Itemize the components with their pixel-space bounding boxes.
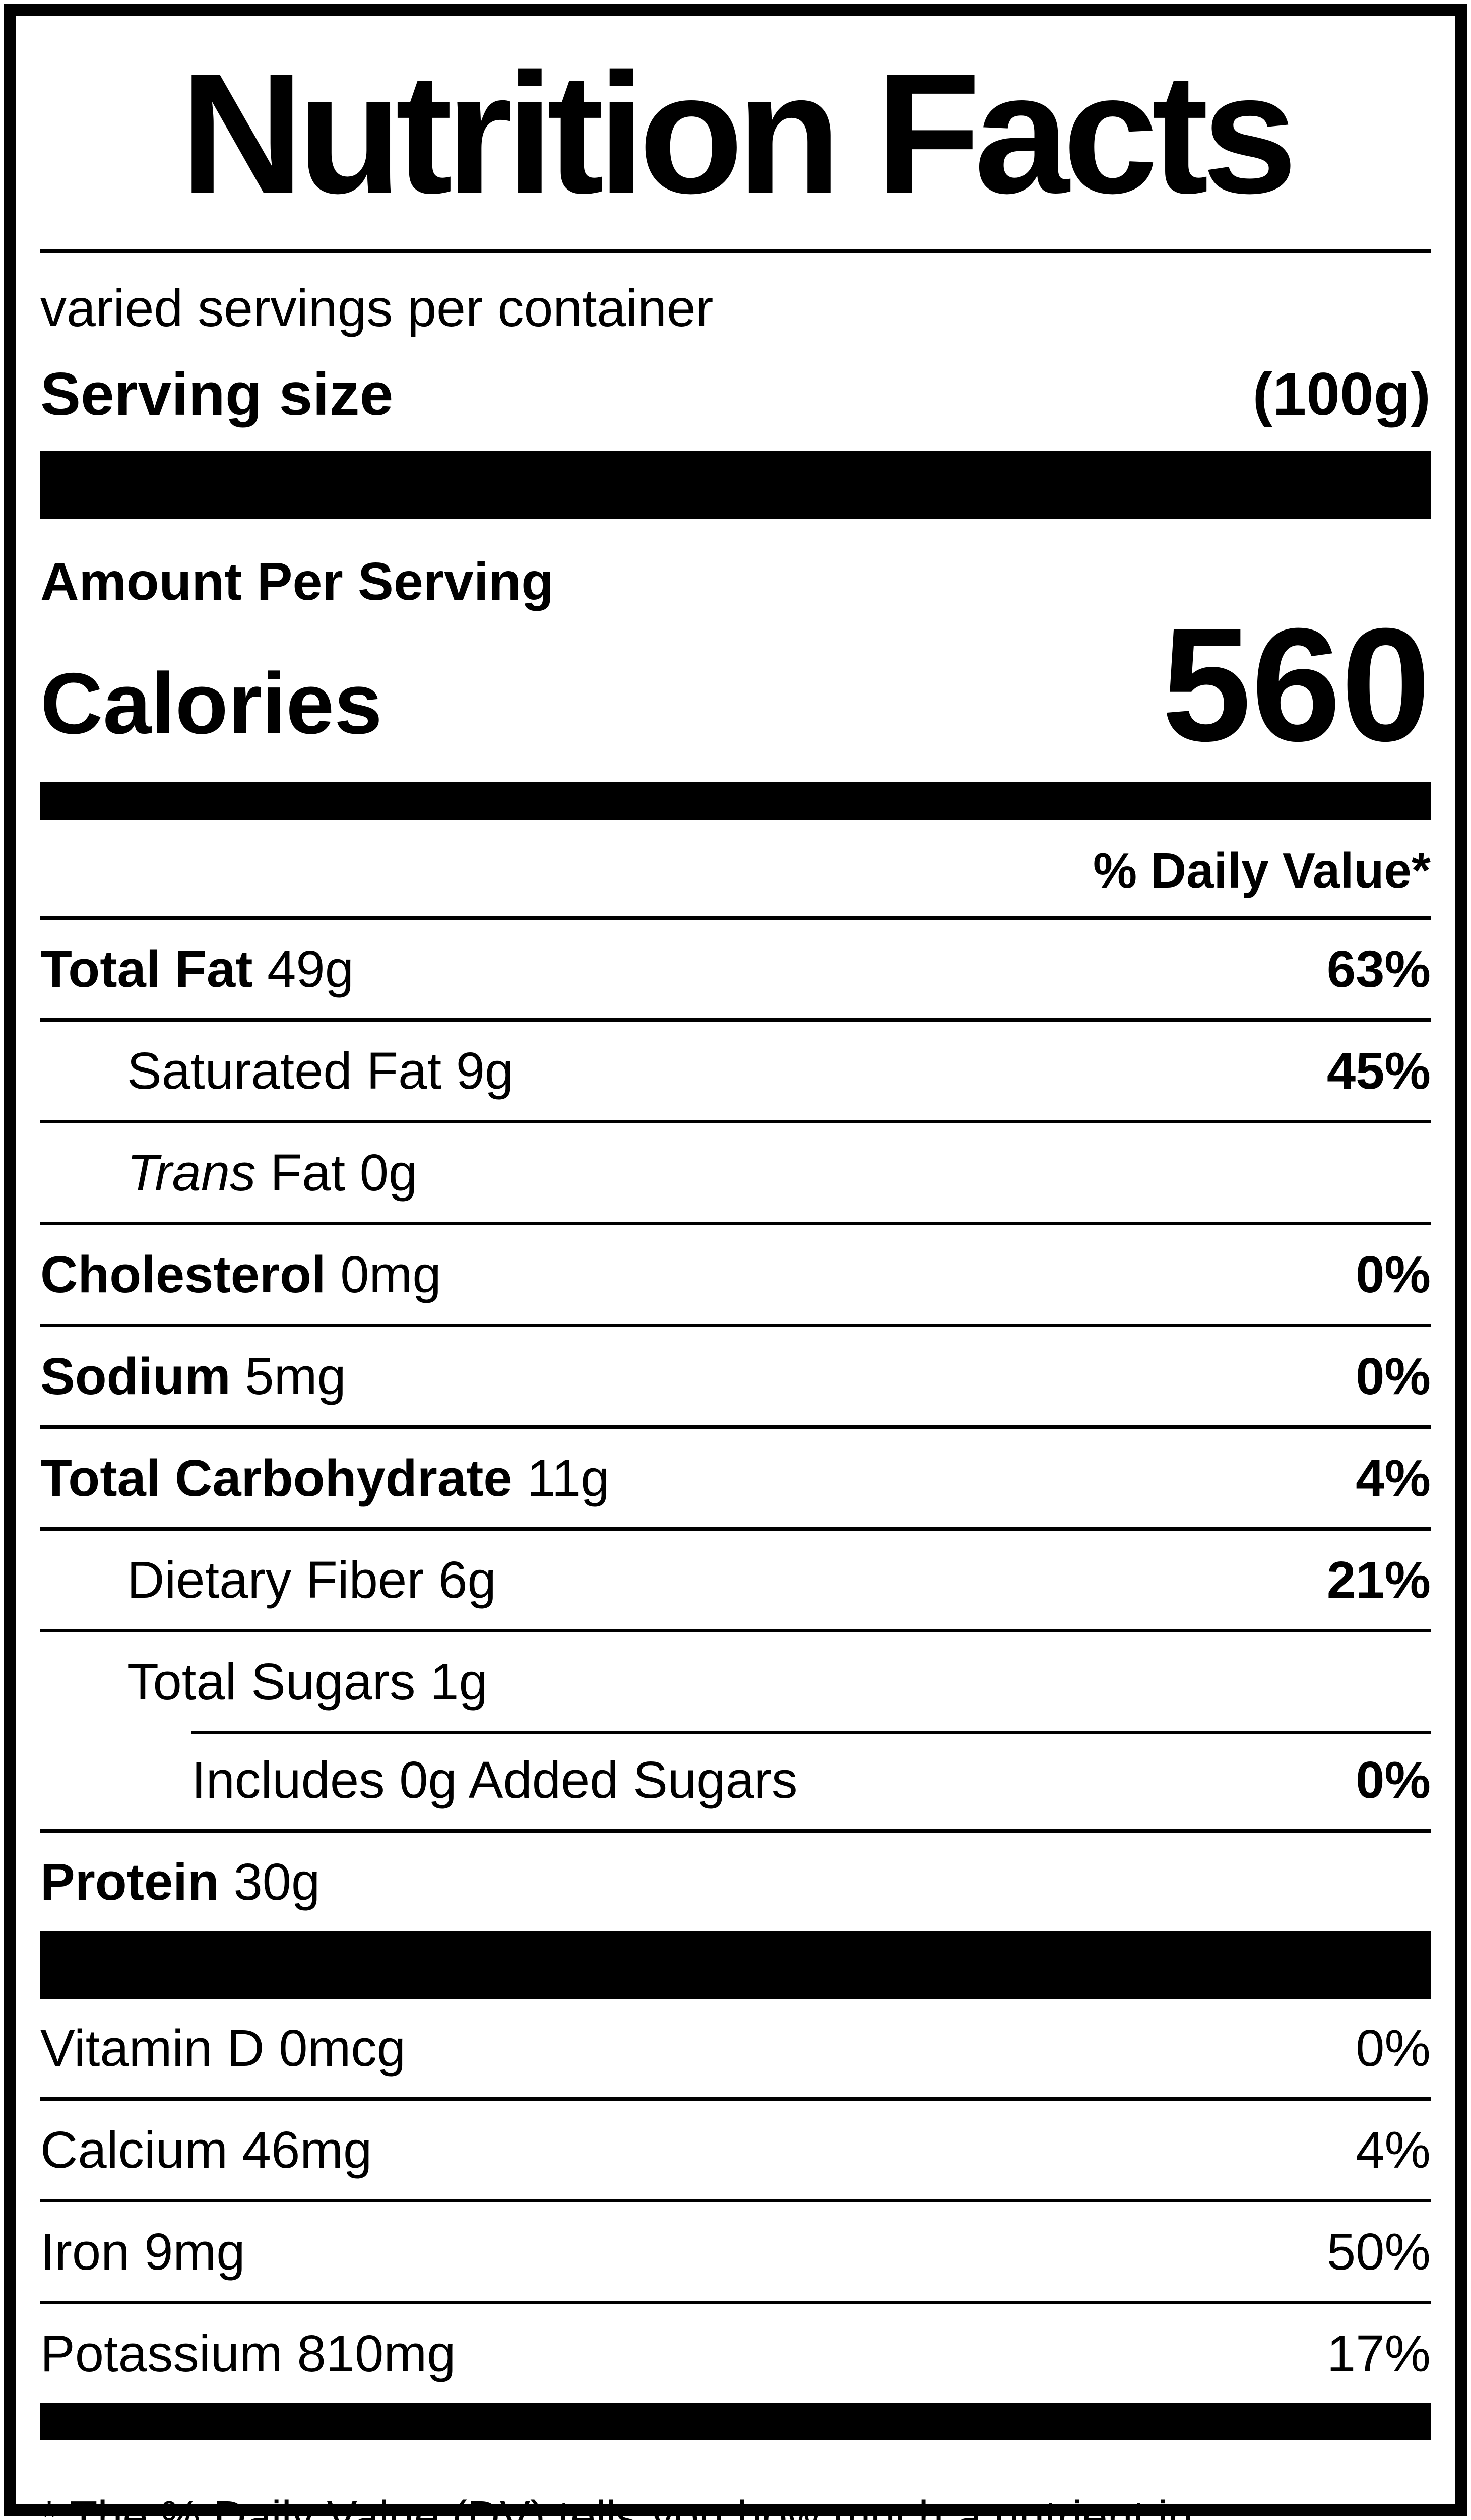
micronutrient-dv: 50% [1326, 2222, 1431, 2281]
micronutrient-dv: 0% [1356, 2019, 1431, 2077]
micronutrient-row-calcium: Calcium 46mg 4% [40, 2097, 1431, 2199]
label-title: Nutrition Facts [180, 38, 1298, 229]
section-bar-medium [40, 782, 1431, 820]
nutrient-row-total-fat: Total Fat 49g 63% [40, 916, 1431, 1018]
servings-per-container: varied servings per container [40, 279, 714, 338]
nutrient-dv: 45% [1326, 1041, 1431, 1100]
nutrient-row-cholesterol: Cholesterol 0mg 0% [40, 1221, 1431, 1324]
nutrient-name: Dietary Fiber [127, 1550, 424, 1609]
nutrient-name: Includes 0g Added Sugars [191, 1750, 798, 1809]
micronutrient-name: Calcium [40, 2120, 228, 2179]
daily-value-footnote: * The % Daily Value (DV) tells you how m… [40, 2488, 1431, 2520]
micronutrient-row-vitamin-d: Vitamin D 0mcg 0% [40, 1999, 1431, 2097]
daily-value-header: % Daily Value* [1093, 842, 1431, 898]
serving-size-value: (100g) [1252, 360, 1431, 428]
footnote-bar [40, 2402, 1431, 2440]
nutrient-name: Sodium [40, 1347, 231, 1405]
nutrient-amount: 49g [267, 939, 354, 998]
title-divider [40, 249, 1431, 254]
nutrient-row-trans-fat: Trans Fat 0g [40, 1119, 1431, 1222]
nutrient-amount: 6g [438, 1550, 496, 1609]
nutrient-name: Protein [40, 1852, 219, 1911]
micronutrient-name: Potassium [40, 2324, 283, 2382]
serving-size-label: Serving size [40, 360, 394, 428]
nutrient-amount: 11g [527, 1448, 610, 1507]
nutrient-amount: 0mg [340, 1245, 441, 1303]
micronutrient-name: Iron [40, 2222, 130, 2281]
micronutrients-section: Vitamin D 0mcg 0% Calcium 46mg 4% Iron 9… [40, 1999, 1431, 2403]
calories-row: Calories 560 [40, 594, 1431, 775]
nutrient-row-sodium: Sodium 5mg 0% [40, 1323, 1431, 1425]
nutrient-name: Total Sugars [127, 1652, 416, 1711]
micronutrient-dv: 17% [1326, 2324, 1431, 2382]
section-bar-thick-bottom [40, 1930, 1431, 1999]
micronutrient-row-iron: Iron 9mg 50% [40, 2198, 1431, 2301]
nutrient-row-total-sugars: Total Sugars 1g [40, 1628, 1431, 1731]
nutrition-facts-label: Nutrition Facts varied servings per cont… [4, 4, 1467, 2520]
nutrient-dv: 63% [1326, 939, 1431, 998]
section-bar-thick-top [40, 451, 1431, 519]
micronutrient-amount: 0mcg [279, 2019, 406, 2077]
nutrient-row-added-sugars: Includes 0g Added Sugars 0% [40, 1730, 1431, 1829]
nutrient-name-italic: Trans [127, 1143, 256, 1202]
nutrient-name: Cholesterol [40, 1245, 326, 1303]
micronutrient-dv: 4% [1356, 2120, 1431, 2179]
nutrient-amount: 0g [359, 1143, 418, 1202]
nutrient-row-protein: Protein 30g [40, 1829, 1431, 1931]
amount-per-serving-label: Amount Per Serving [40, 552, 554, 612]
micronutrient-name: Vitamin D [40, 2019, 265, 2077]
nutrient-name: Fat [270, 1143, 346, 1202]
micronutrient-amount: 810mg [297, 2324, 456, 2382]
nutrient-amount: 30g [233, 1852, 321, 1911]
serving-size-row: Serving size (100g) [40, 350, 1431, 451]
nutrient-dv: 21% [1326, 1550, 1431, 1609]
nutrient-amount: 9g [456, 1041, 514, 1100]
nutrient-name: Saturated Fat [127, 1041, 442, 1100]
nutrient-name: Total Fat [40, 939, 253, 998]
micronutrient-amount: 9mg [144, 2222, 245, 2281]
nutrient-amount: 1g [430, 1652, 488, 1711]
nutrient-dv: 4% [1356, 1448, 1431, 1507]
nutrient-amount: 5mg [245, 1347, 346, 1405]
nutrient-row-saturated-fat: Saturated Fat 9g 45% [40, 1018, 1431, 1120]
nutrient-row-dietary-fiber: Dietary Fiber 6g 21% [40, 1527, 1431, 1629]
micronutrient-amount: 46mg [242, 2120, 372, 2179]
nutrient-row-total-carbohydrate: Total Carbohydrate 11g 4% [40, 1425, 1431, 1527]
nutrient-dv: 0% [1356, 1245, 1431, 1303]
calories-label: Calories [40, 655, 382, 752]
nutrient-name: Total Carbohydrate [40, 1448, 513, 1507]
micronutrient-row-potassium: Potassium 810mg 17% [40, 2300, 1431, 2403]
nutrient-dv: 0% [1356, 1750, 1431, 1809]
calories-value: 560 [1162, 594, 1431, 775]
footnote-line: * The % Daily Value (DV) tells you how m… [40, 2492, 1193, 2520]
nutrient-dv: 0% [1356, 1347, 1431, 1405]
